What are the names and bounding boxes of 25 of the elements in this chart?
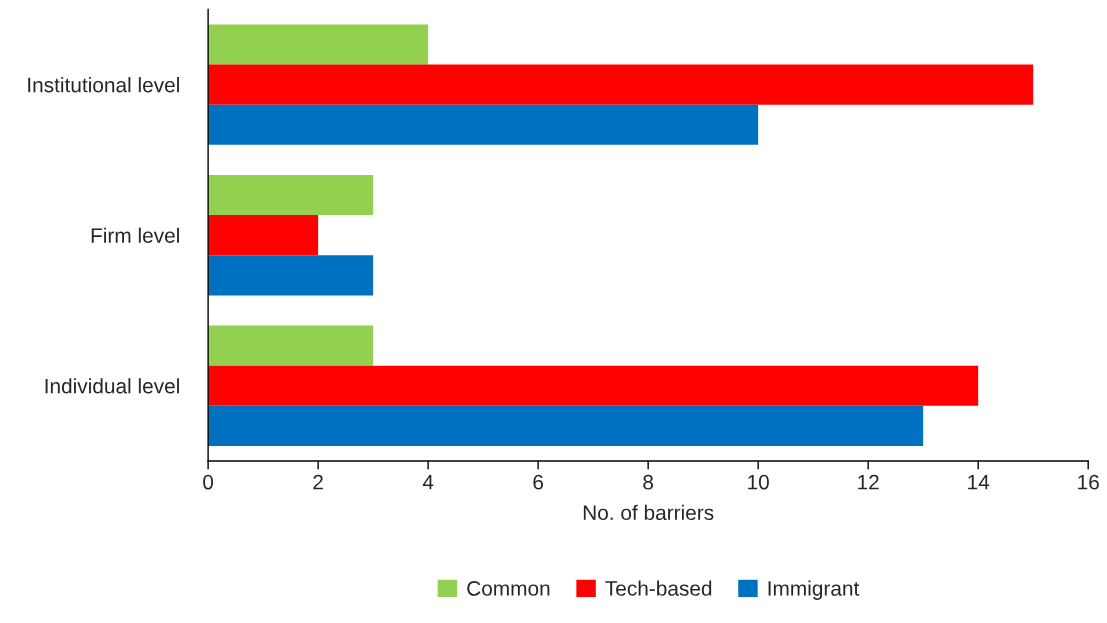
x-tick-label: 10 <box>748 474 769 490</box>
bar <box>208 24 429 65</box>
x-tick-label: 6 <box>533 474 544 490</box>
y-tick-label: Firm level <box>91 227 179 243</box>
x-tick-label: 14 <box>968 474 990 490</box>
legend-label: Immigrant <box>768 580 860 600</box>
x-tick-label: 8 <box>643 474 654 490</box>
bar <box>208 255 374 296</box>
x-tick-label: 2 <box>313 474 323 490</box>
bar <box>208 325 374 366</box>
x-tick-label: 12 <box>858 474 879 490</box>
x-tick-label: 0 <box>203 474 214 490</box>
x-axis-title: No. of barriers <box>583 504 714 521</box>
bar <box>208 365 979 406</box>
bar <box>208 104 759 145</box>
y-tick-label: Institutional level <box>28 77 179 93</box>
y-tick-label: Individual level <box>45 378 179 394</box>
legend-label: Common <box>467 581 550 596</box>
bar <box>208 405 924 446</box>
legend-label: Tech-based <box>605 580 712 596</box>
bar <box>208 64 1034 105</box>
bar <box>208 215 319 256</box>
bar <box>208 174 374 216</box>
x-tick-label: 4 <box>422 474 434 490</box>
x-tick-label: 16 <box>1078 474 1099 490</box>
